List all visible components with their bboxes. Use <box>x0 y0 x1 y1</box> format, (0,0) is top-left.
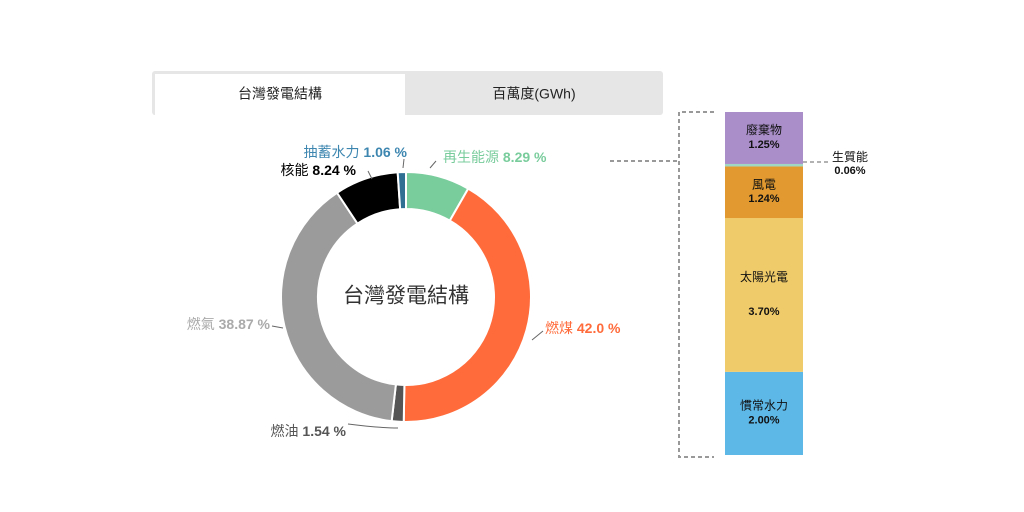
slice-label: 燃氣 38.87 % <box>187 316 271 332</box>
slice-value: 8.24 % <box>312 162 356 178</box>
segment-value: 2.00% <box>748 414 779 426</box>
slice-name: 燃煤 <box>545 320 573 336</box>
tab-active[interactable] <box>155 74 405 115</box>
segment-name: 慣常水力 <box>740 398 788 413</box>
slice-name: 抽蓄水力 <box>304 144 360 160</box>
bracket <box>610 111 830 458</box>
leader-line <box>531 330 544 341</box>
leader-line <box>402 158 405 169</box>
segment-value: 0.06% <box>834 165 865 177</box>
donut-slice <box>402 187 532 423</box>
slice-value: 8.29 % <box>503 149 547 165</box>
slice-label: 抽蓄水力 1.06 % <box>304 144 408 160</box>
segment-name: 廢棄物 <box>746 122 782 137</box>
slice-name: 核能 <box>281 162 309 178</box>
bar-segment <box>725 218 803 372</box>
leader-line <box>271 325 284 329</box>
segment-name: 生質能 <box>832 149 868 164</box>
leader-line <box>367 170 373 180</box>
tab-label[interactable]: 台灣發電結構 <box>238 86 322 102</box>
leader-line <box>347 423 399 429</box>
segment-value: 1.24% <box>748 193 779 205</box>
slice-name: 燃油 <box>271 423 299 439</box>
slice-label: 燃油 1.54 % <box>271 423 347 439</box>
donut-slice <box>280 191 398 423</box>
slice-label: 再生能源 8.29 % <box>443 149 547 165</box>
tab-label[interactable]: 百萬度(GWh) <box>492 86 575 102</box>
bar-segment <box>725 166 803 219</box>
donut-slice <box>396 170 407 211</box>
slice-label: 核能 8.24 % <box>281 162 357 178</box>
slice-name: 燃氣 <box>187 316 215 332</box>
slice-value: 1.06 % <box>363 144 407 160</box>
slice-value: 42.0 % <box>577 320 621 336</box>
segment-name: 風電 <box>752 177 776 191</box>
slice-value: 1.54 % <box>302 423 346 439</box>
bar-segment <box>725 163 803 167</box>
segment-name: 太陽光電 <box>740 269 788 284</box>
bar-segment <box>725 371 803 455</box>
segment-value: 1.25% <box>748 139 779 151</box>
segment-value: 3.70% <box>748 306 779 318</box>
donut-title: 台灣發電結構 <box>343 285 469 308</box>
slice-label: 燃煤 42.0 % <box>545 320 621 336</box>
slice-name: 再生能源 <box>443 149 499 165</box>
leader-line <box>429 160 437 169</box>
bar-segment <box>725 112 803 164</box>
slice-value: 38.87 % <box>219 316 271 332</box>
